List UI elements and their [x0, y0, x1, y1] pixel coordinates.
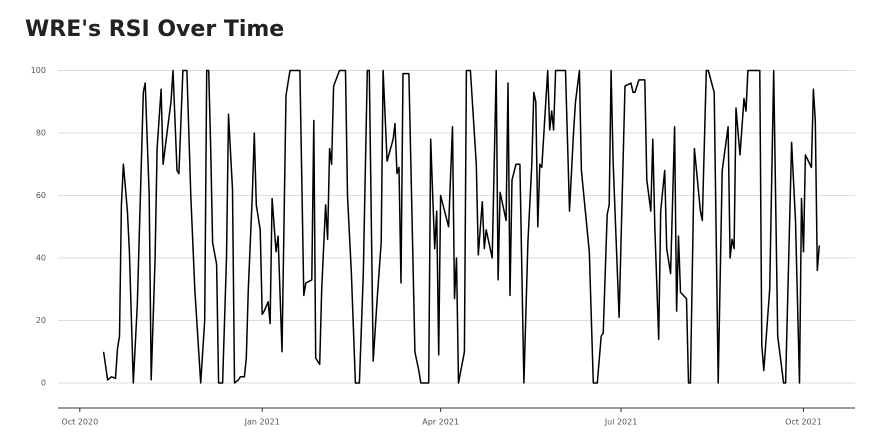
y-tick-label: 100 — [31, 66, 46, 75]
x-tick-label: Apr 2021 — [422, 418, 459, 427]
x-tick-label: Oct 2020 — [61, 418, 98, 427]
x-tick-label: Jan 2021 — [244, 418, 280, 427]
chart-title: WRE's RSI Over Time — [25, 17, 284, 42]
y-tick-label: 20 — [36, 316, 46, 325]
y-tick-label: 0 — [41, 379, 46, 388]
x-tick-label: Jul 2021 — [604, 418, 638, 427]
y-tick-label: 40 — [36, 254, 46, 263]
y-tick-label: 80 — [36, 129, 46, 138]
y-tick-label: 60 — [36, 191, 46, 200]
x-tick-label: Oct 2021 — [785, 418, 822, 427]
rsi-line — [102, 69, 821, 384]
